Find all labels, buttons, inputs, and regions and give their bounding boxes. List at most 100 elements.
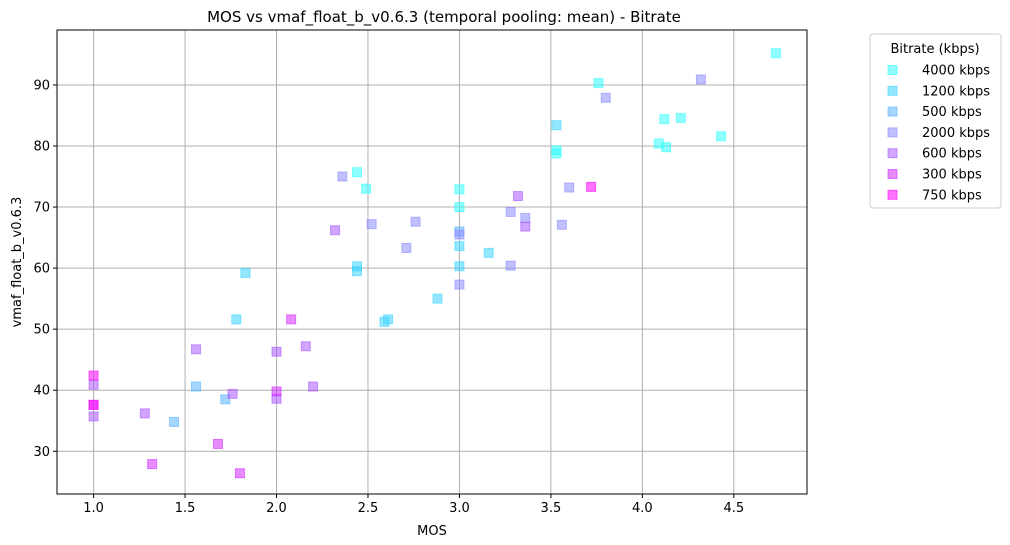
data-point [231,314,242,325]
data-point [454,279,465,290]
data-point [593,78,604,89]
y-tick-label: 70 [33,201,50,216]
data-point [454,184,465,195]
legend-label: 600 kbps [922,147,982,162]
data-point [551,120,562,131]
x-tick-label: 1.5 [175,501,196,516]
legend-marker [887,189,898,200]
y-tick-label: 60 [33,262,50,277]
data-point [220,394,231,405]
data-point [454,202,465,213]
data-point [454,241,465,252]
y-tick-label: 40 [33,384,50,399]
data-point [147,459,158,470]
data-point [88,411,99,422]
data-point [505,260,516,271]
y-tick-label: 50 [33,323,50,338]
data-point [271,346,282,357]
data-point [505,206,516,217]
data-point [300,341,311,352]
data-point [308,381,319,392]
data-point [212,438,223,449]
data-point [454,229,465,240]
series-500-kbps [169,226,465,427]
data-point [330,225,341,236]
legend-label: 1200 kbps [922,84,990,99]
series-4000-kbps [352,48,781,213]
data-point [695,74,706,85]
data-point [675,112,686,123]
series-2000-kbps [337,74,706,290]
x-tick-label: 2.5 [358,501,379,516]
y-axis-label: vmaf_float_b_v0.6.3 [10,197,25,328]
series-600-kbps [88,191,531,422]
data-point [600,92,611,103]
data-point [564,182,575,193]
data-point [361,183,372,194]
x-tick-label: 1.0 [83,501,104,516]
legend-item: 600 kbps [887,147,982,162]
legend-title: Bitrate (kbps) [890,42,979,57]
legend-label: 300 kbps [922,168,982,183]
y-tick-label: 90 [33,78,50,93]
legend-marker [887,85,898,96]
data-point [556,219,567,230]
data-point [139,408,150,419]
data-point [240,267,251,278]
legend-marker [887,169,898,179]
data-point [88,379,99,390]
legend-marker [887,148,898,159]
data-point [716,131,727,142]
data-point [88,370,99,381]
legend-item: 300 kbps [887,168,982,183]
data-point [520,213,531,224]
legend-item: 4000 kbps [887,64,990,79]
data-point [454,261,465,272]
x-tick-label: 2.0 [266,501,287,516]
data-point [234,468,245,479]
x-tick-label: 4.5 [723,501,744,516]
data-point [169,416,180,427]
data-point [770,48,781,59]
legend-item: 2000 kbps [887,126,990,141]
series-1200-kbps [231,120,562,327]
data-point [383,314,394,325]
legend-label: 750 kbps [922,188,982,203]
data-point [483,247,494,258]
data-point [661,142,672,153]
data-point [512,191,523,202]
data-point [659,114,670,125]
series-300-kbps [88,314,297,479]
data-point [271,386,282,397]
data-point [520,221,531,232]
legend-label: 500 kbps [922,105,982,120]
x-tick-label: 3.5 [541,501,562,516]
legend-marker [887,65,898,75]
y-tick-label: 30 [33,445,50,460]
legend: Bitrate (kbps) 4000 kbps 1200 kbps 500 kbp… [869,33,1002,209]
data-point [352,167,362,178]
legend-label: 4000 kbps [922,64,990,79]
y-tick-label: 80 [33,140,50,155]
data-point [401,242,412,253]
data-point [432,293,443,304]
legend-item: 500 kbps [887,105,982,120]
legend-marker [887,106,898,117]
data-point [191,344,202,355]
x-tick-label: 4.0 [632,501,653,516]
plot-frame [56,29,808,495]
x-axis-label: MOS [417,524,447,539]
data-point [410,216,421,227]
chart-title: MOS vs vmaf_float_b_v0.6.3 (temporal poo… [207,8,681,27]
legend-item: 1200 kbps [887,84,990,99]
data-point [352,266,362,277]
legend-box [869,33,1002,209]
axis-ticks: 1.0 1.5 2.0 2.5 3.0 3.5 4.0 4.5 30 40 50 60 70 80 90 [33,78,744,516]
data-point [366,219,377,230]
legend-item: 750 kbps [887,188,982,203]
data-point [586,181,597,192]
x-tick-label: 3.0 [449,501,470,516]
legend-marker [887,127,898,138]
data-point [88,399,99,410]
